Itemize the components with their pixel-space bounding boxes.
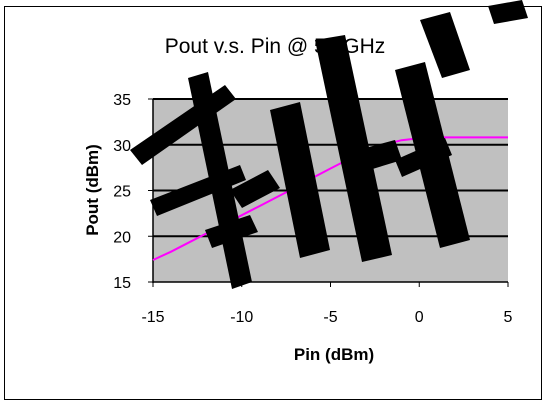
x-tick-label-4: 5 — [504, 309, 513, 326]
x-tick-label-3: 0 — [415, 309, 424, 326]
x-tick-label-2: -5 — [323, 309, 337, 326]
y-tick-label-2: 25 — [113, 184, 131, 201]
y-axis-label: Pout (dBm) — [83, 144, 102, 236]
y-tick-label-1: 20 — [113, 229, 131, 246]
x-axis-label: Pin (dBm) — [294, 345, 374, 364]
x-tick-label-1: -10 — [230, 309, 253, 326]
x-tick-label-0: -15 — [141, 309, 164, 326]
chart-title: Pout v.s. Pin @ 5.4GHz — [165, 35, 386, 58]
y-tick-label-0: 15 — [113, 275, 131, 292]
plot-area-group: 15 20 25 30 35 -15 -10 -5 0 5 — [113, 92, 512, 326]
y-tick-label-4: 35 — [113, 92, 131, 109]
y-tick-label-3: 30 — [113, 138, 131, 155]
